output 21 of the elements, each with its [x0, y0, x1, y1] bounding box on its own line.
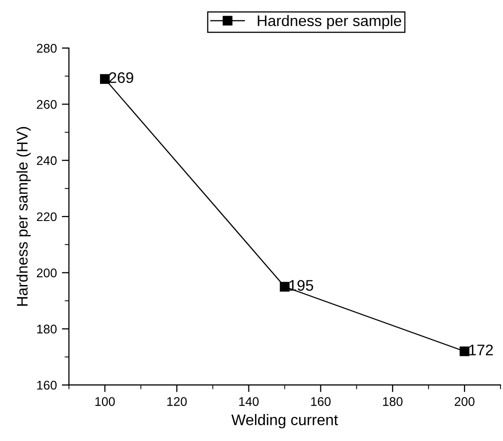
y-tick-label: 280: [36, 44, 57, 53]
y-axis-title: Hardness per sample (HV): [16, 127, 31, 306]
data-label: 269: [109, 72, 134, 84]
x-tick-label: 120: [167, 397, 187, 406]
y-tick-label: 240: [36, 156, 57, 166]
y-tick-label: 220: [36, 212, 57, 222]
legend-label: Hardness per sample: [258, 14, 402, 30]
y-tick-label: 180: [37, 324, 57, 334]
y-tick-label: 200: [36, 268, 57, 278]
x-tick-label: 180: [383, 397, 403, 406]
point: [280, 282, 290, 292]
y-tick-label: 260: [36, 100, 57, 109]
x-axis-title: Welding current: [231, 414, 338, 428]
point: [460, 346, 470, 356]
y-tick-label: 160: [37, 380, 57, 390]
x-tick-label: 200: [454, 397, 474, 406]
point: [100, 74, 110, 84]
data-label: 195: [289, 280, 314, 291]
x-tick-label: 100: [95, 397, 115, 406]
x-tick-label: 160: [311, 397, 331, 406]
x-tick-label: 140: [239, 397, 259, 406]
